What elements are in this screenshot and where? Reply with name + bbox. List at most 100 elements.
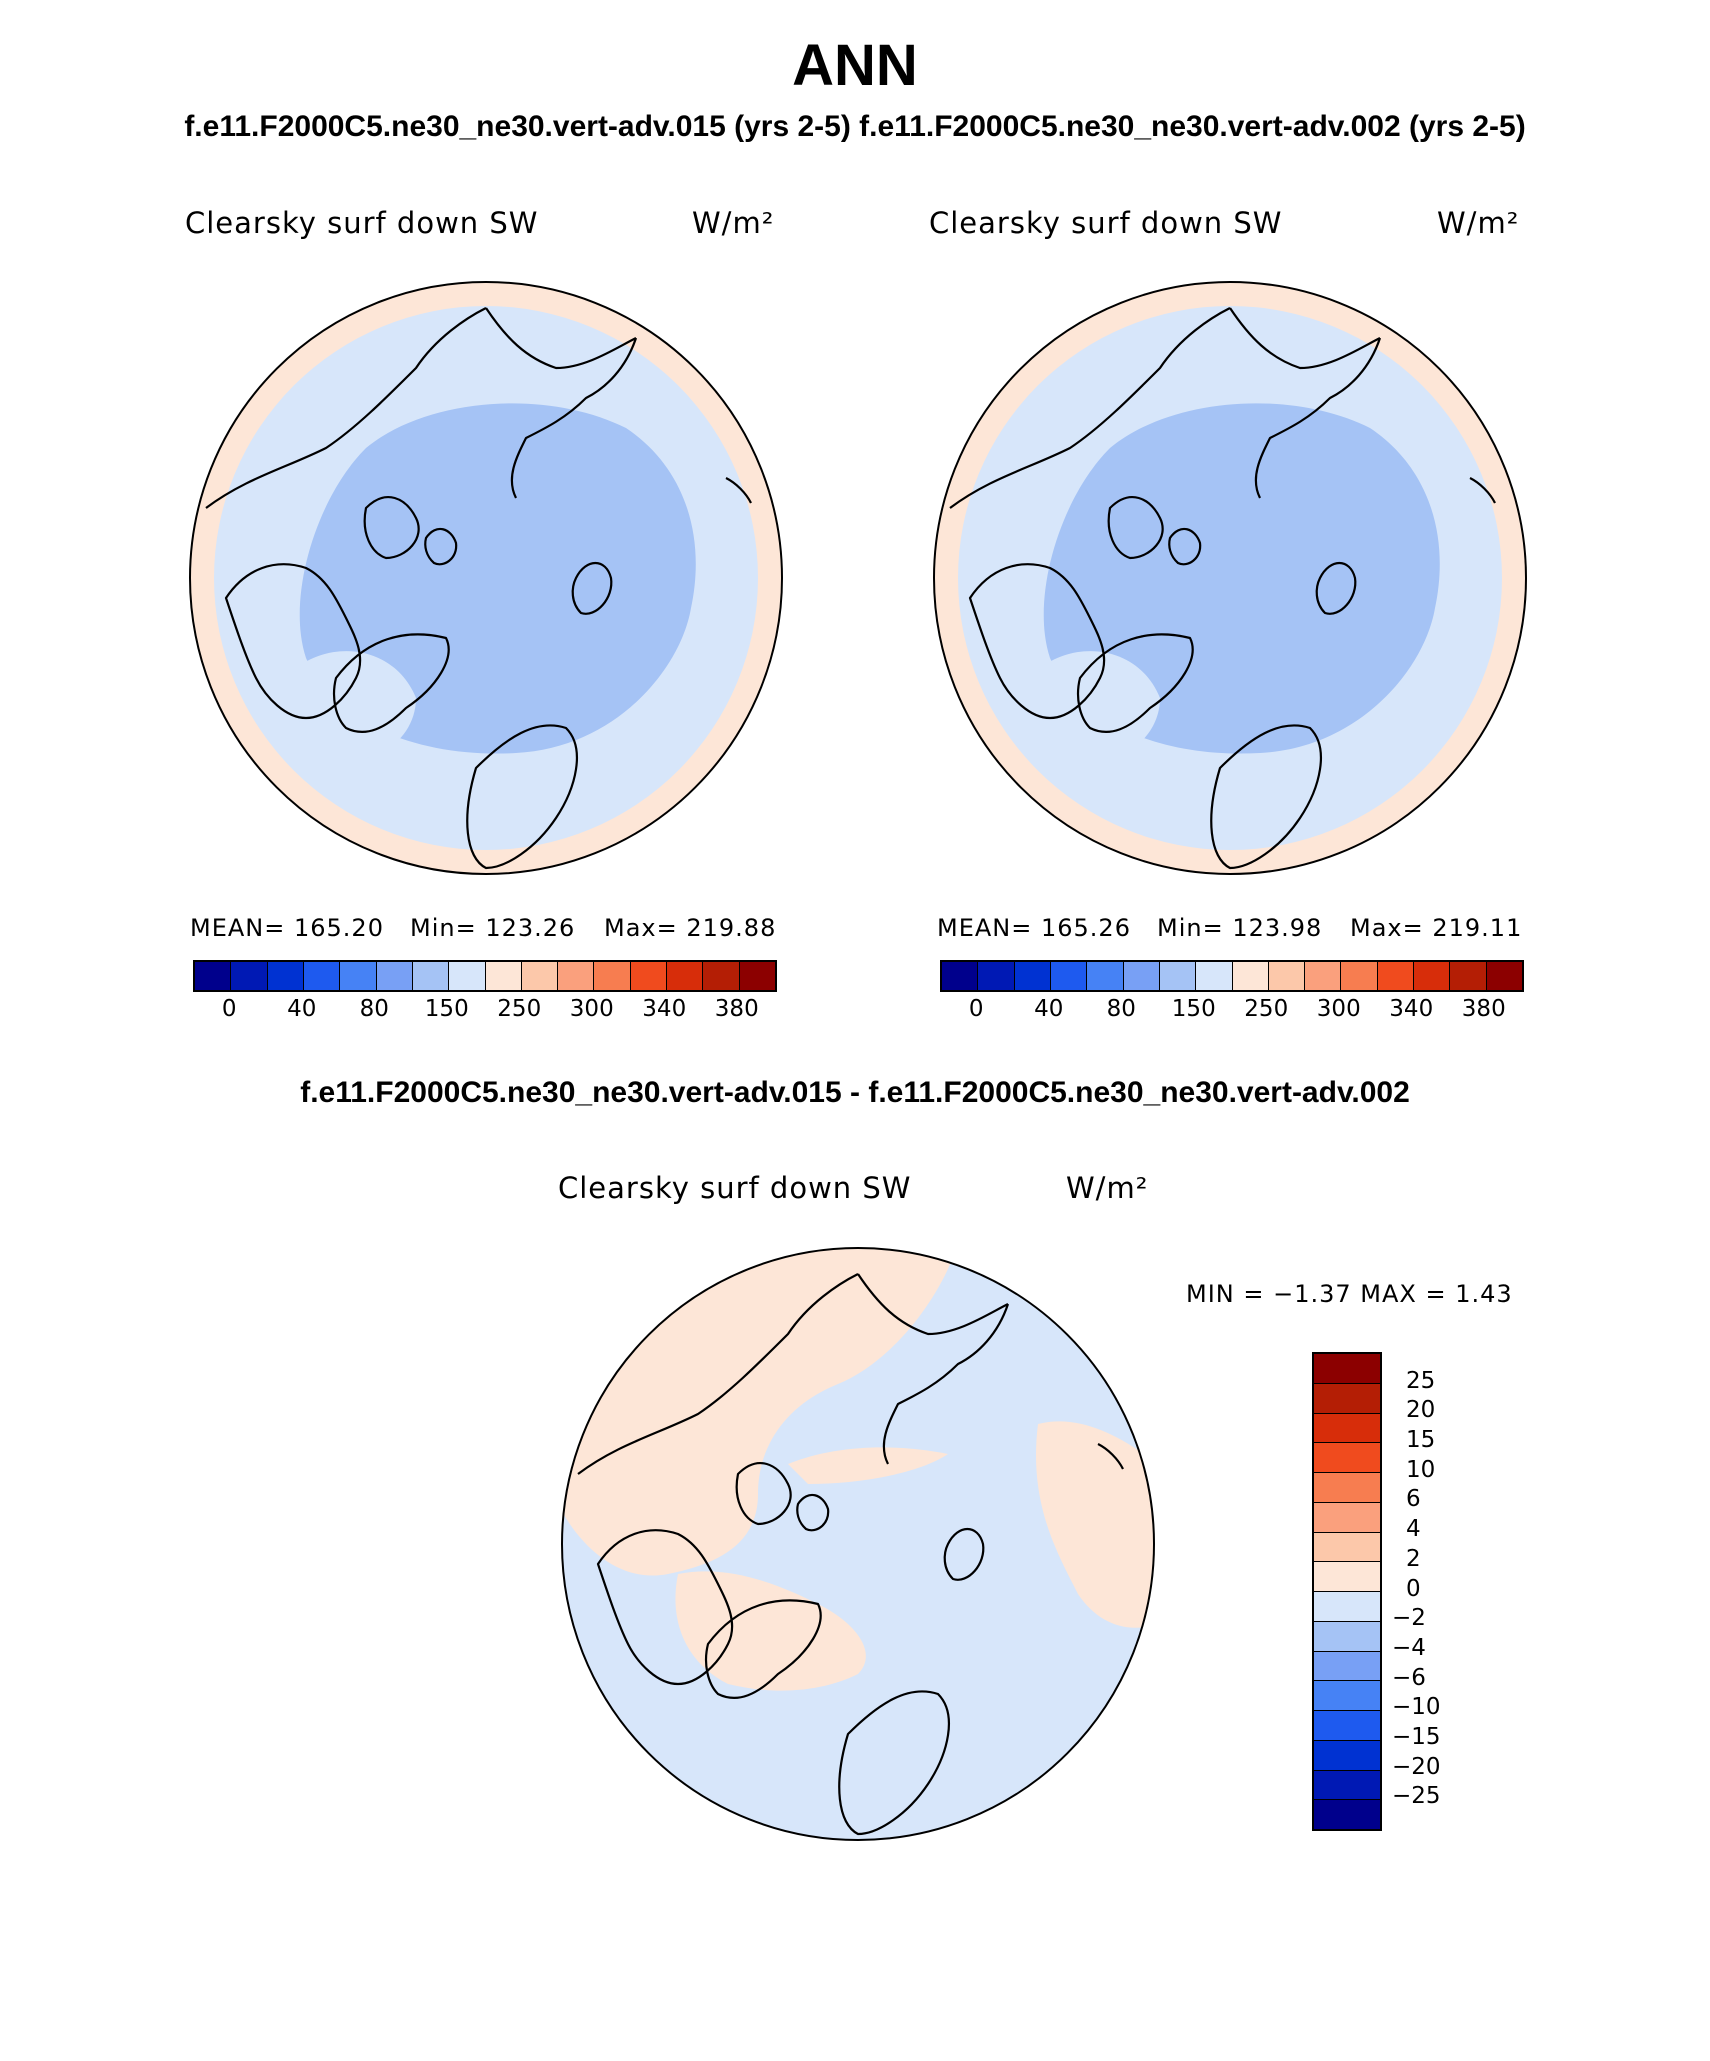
colorbar-tick-label: 380: [714, 996, 759, 1022]
diff-minmax: MIN = −1.37 MAX = 1.43: [1186, 1280, 1513, 1308]
colorbar-swatch: [1314, 1740, 1380, 1771]
colorbar-tick-label: 380: [1461, 996, 1506, 1022]
colorbar-swatch: [942, 962, 979, 990]
colorbar-tick-label: 150: [1171, 996, 1216, 1022]
colorbar-swatch: [231, 962, 268, 990]
colorbar-tick-label: 340: [1389, 996, 1434, 1022]
colorbar-swatch: [1314, 1502, 1380, 1533]
colorbar-swatch: [1377, 962, 1415, 990]
colorbar-swatch: [1314, 1592, 1380, 1622]
colorbar-swatch: [1341, 962, 1378, 990]
case-header: f.e11.F2000C5.ne30_ne30.vert-adv.015 (yr…: [184, 110, 1526, 143]
colorbar-swatch: [1314, 1354, 1380, 1384]
colorbar-swatch: [303, 962, 341, 990]
colorbar-tick-label: 0: [1406, 1575, 1421, 1602]
colorbar-swatch: [521, 962, 559, 990]
panel1-map: [189, 281, 783, 875]
colorbar-swatch: [485, 962, 522, 990]
diff-units: W/m²: [1066, 1171, 1149, 1205]
colorbar-swatch: [449, 962, 486, 990]
colorbar-tick-label: −15: [1392, 1723, 1441, 1750]
colorbar-swatch: [1232, 962, 1269, 990]
colorbar-swatch: [1159, 962, 1197, 990]
colorbar-tick-label: 150: [424, 996, 469, 1022]
panel2-max: Max= 219.11: [1350, 914, 1523, 942]
colorbar-tick-label: −2: [1392, 1605, 1426, 1632]
panel1-colorbar-labels: 0 40 80 150 250 300 340 380: [193, 996, 773, 1026]
panel2-colorbar: [940, 960, 1524, 992]
colorbar-tick-label: 250: [1244, 996, 1289, 1022]
panel2-min: Min= 123.98: [1157, 914, 1323, 942]
panel1-variable: Clearsky surf down SW: [185, 206, 539, 240]
colorbar-swatch: [1314, 1681, 1380, 1711]
colorbar-swatch: [1314, 1770, 1380, 1801]
colorbar-tick-label: 300: [569, 996, 614, 1022]
colorbar-tick-label: 0: [221, 996, 237, 1022]
colorbar-swatch: [1050, 962, 1088, 990]
panel2-variable: Clearsky surf down SW: [929, 206, 1283, 240]
colorbar-tick-label: 250: [497, 996, 542, 1022]
colorbar-swatch: [558, 962, 595, 990]
colorbar-swatch: [630, 962, 668, 990]
diff-variable: Clearsky surf down SW: [558, 1171, 912, 1205]
colorbar-swatch: [267, 962, 304, 990]
panel2-colorbar-labels: 0 40 80 150 250 300 340 380: [940, 996, 1520, 1026]
colorbar-swatch: [1314, 1473, 1380, 1503]
colorbar-tick-label: 2: [1406, 1545, 1421, 1572]
colorbar-swatch: [1314, 1711, 1380, 1741]
colorbar-tick-label: 80: [1106, 996, 1136, 1022]
colorbar-swatch: [1087, 962, 1124, 990]
colorbar-tick-label: 15: [1406, 1427, 1436, 1454]
colorbar-tick-label: 300: [1316, 996, 1361, 1022]
panel1-units: W/m²: [692, 206, 775, 240]
panel2-map: [933, 281, 1527, 875]
panel1-colorbar: [193, 960, 777, 992]
diff-colorbar: [1312, 1352, 1382, 1831]
colorbar-tick-label: 6: [1406, 1486, 1421, 1513]
colorbar-swatch: [1196, 962, 1233, 990]
colorbar-swatch: [1314, 1651, 1380, 1682]
colorbar-tick-label: 25: [1406, 1367, 1436, 1394]
colorbar-tick-label: 10: [1406, 1456, 1436, 1483]
main-title: ANN: [792, 33, 918, 98]
colorbar-tick-label: −6: [1392, 1664, 1426, 1691]
colorbar-swatch: [1314, 1621, 1380, 1652]
colorbar-swatch: [739, 962, 775, 990]
colorbar-swatch: [376, 962, 413, 990]
colorbar-swatch: [340, 962, 377, 990]
colorbar-swatch: [1123, 962, 1160, 990]
colorbar-swatch: [594, 962, 631, 990]
colorbar-swatch: [703, 962, 740, 990]
diff-colorbar-labels: 25 20 15 10 6 4 2 0 −2 −4 −6 −10 −15 −20 −25: [1392, 1352, 1472, 1827]
colorbar-tick-label: −25: [1392, 1783, 1441, 1810]
diff-map: [561, 1247, 1155, 1841]
colorbar-swatch: [412, 962, 450, 990]
panel1-min: Min= 123.26: [410, 914, 576, 942]
colorbar-swatch: [1268, 962, 1306, 990]
colorbar-swatch: [1314, 1562, 1380, 1592]
colorbar-swatch: [195, 962, 232, 990]
colorbar-swatch: [1314, 1800, 1380, 1829]
colorbar-swatch: [1305, 962, 1342, 990]
colorbar-tick-label: 40: [1034, 996, 1064, 1022]
colorbar-tick-label: −4: [1392, 1634, 1426, 1661]
colorbar-tick-label: 40: [287, 996, 317, 1022]
colorbar-tick-label: 0: [968, 996, 984, 1022]
panel1-max: Max= 219.88: [604, 914, 777, 942]
panel1-mean: MEAN= 165.20: [190, 914, 384, 942]
colorbar-swatch: [1314, 1413, 1380, 1444]
colorbar-tick-label: 80: [359, 996, 389, 1022]
panel2-mean: MEAN= 165.26: [937, 914, 1131, 942]
panel2-units: W/m²: [1437, 206, 1520, 240]
colorbar-swatch: [1314, 1532, 1380, 1563]
colorbar-swatch: [1314, 1443, 1380, 1473]
colorbar-swatch: [1486, 962, 1522, 990]
colorbar-tick-label: 4: [1406, 1516, 1421, 1543]
colorbar-swatch: [1414, 962, 1451, 990]
colorbar-swatch: [1450, 962, 1487, 990]
colorbar-swatch: [978, 962, 1015, 990]
colorbar-swatch: [1014, 962, 1051, 990]
colorbar-tick-label: −20: [1392, 1753, 1441, 1780]
diff-header: f.e11.F2000C5.ne30_ne30.vert-adv.015 - f…: [300, 1076, 1410, 1109]
colorbar-swatch: [667, 962, 704, 990]
